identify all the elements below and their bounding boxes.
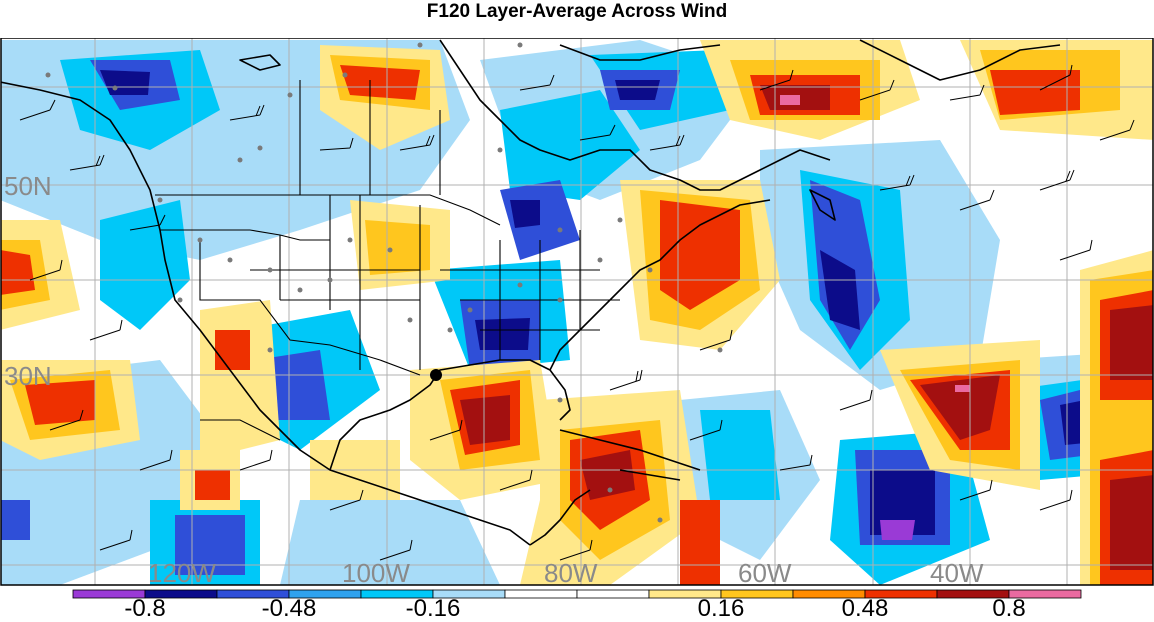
lon-label-80w: 80W [544,558,598,586]
lat-labels: 50N 30N [4,171,52,391]
field-positive-peak [780,95,970,392]
across-wind-map: 50N 30N 120W 100W 80W 60W 40W [0,38,1154,586]
lon-label-60w: 60W [738,558,792,586]
colorbar-tick-label: 0.8 [992,595,1026,622]
wind-barbs [19,64,1135,561]
lon-label-100w: 100W [342,558,410,586]
colorbar-swatch [504,589,578,599]
map-title: F120 Layer-Average Across Wind [426,1,728,22]
lat-label-30n: 30N [4,361,52,391]
colorbar-tick-label: -0.16 [405,595,461,622]
coastlines [1,39,1061,546]
lat-label-50n: 50N [4,171,52,201]
colorbar-tick-label: -0.48 [261,595,317,622]
colorbar-tick-label: -0.8 [124,595,166,622]
colorbar-tick-label: 0.16 [697,595,745,622]
field-positive-dark [460,85,1153,570]
graticule [1,38,1153,585]
colorbar [72,589,1082,599]
colorbar-tick-label: 0.48 [841,595,889,622]
station-dots [45,42,723,523]
colorbar-swatch [576,589,650,599]
lon-label-40w: 40W [930,558,984,586]
lon-labels: 120W 100W 80W 60W 40W [148,558,984,586]
lon-label-120w: 120W [148,558,216,586]
borders [155,80,620,441]
map-frame [0,38,1154,586]
colorbar-swatch [1008,589,1082,599]
highlighted-location-marker [430,369,442,381]
